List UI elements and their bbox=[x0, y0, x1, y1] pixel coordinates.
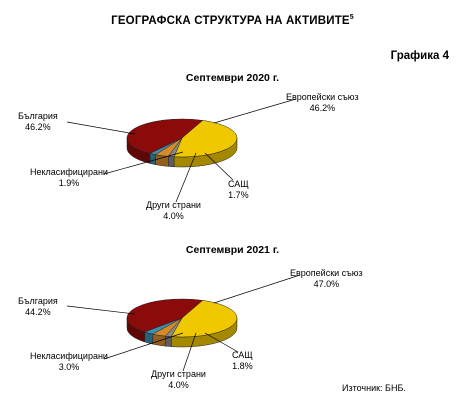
pie-2-slice-eu bbox=[170, 300, 238, 338]
pie-2-title: Септември 2021 г. bbox=[185, 244, 280, 256]
pie-2-leader-eu bbox=[213, 274, 301, 304]
pie-1-label-unclassified: Некласифицирани 1.9% bbox=[30, 167, 108, 188]
source-note: Източник: БНБ. bbox=[342, 383, 406, 393]
pie-2-label-other: Други страни 4.0% bbox=[151, 369, 206, 390]
pie-1-label-other: Други страни 4.0% bbox=[146, 200, 201, 221]
pie-1-side-usa bbox=[168, 156, 175, 168]
pie-2-label-bulgaria: България 44.2% bbox=[18, 296, 58, 317]
pie-2-leader-other bbox=[103, 332, 184, 360]
pie-1-side-unclassified bbox=[149, 153, 156, 165]
pie-2-label-eu: Европейски съюз 47.0% bbox=[290, 268, 363, 289]
pie-2-label-unclassified: Некласифицирани 3.0% bbox=[30, 351, 108, 372]
pie-1-label-bulgaria: България 46.2% bbox=[18, 111, 58, 132]
pie-1-leader-eu bbox=[213, 98, 297, 124]
pie-2-leader-bulgaria bbox=[182, 332, 197, 372]
pie-2-label-usa: САЩ 1.8% bbox=[232, 350, 253, 371]
pie-1-title: Септември 2020 г. bbox=[185, 72, 280, 84]
pie-2-leader-usa bbox=[66, 305, 136, 315]
pie-1-leader-bulgaria bbox=[175, 152, 197, 203]
chart-title: ГЕОГРАФСКА СТРУКТУРА НА АКТИВИТЕ5 bbox=[111, 14, 354, 27]
pie-1-label-usa: САЩ 1.7% bbox=[228, 179, 249, 200]
pie-1-leader-unclassified bbox=[204, 152, 234, 181]
graph-number: Графика 4 bbox=[390, 50, 449, 62]
pie-1-slice-eu bbox=[173, 120, 238, 158]
pie-1-label-eu: Европейски съюз 46.2% bbox=[286, 92, 359, 113]
pie-2-leader-unclassified bbox=[204, 332, 239, 353]
pie-1-slice-bulgaria bbox=[126, 118, 204, 154]
title-footnote: 5 bbox=[349, 14, 354, 21]
pie-1-leader-usa bbox=[66, 121, 136, 135]
pie-1-leader-other bbox=[103, 151, 184, 175]
pie-2-slice-bulgaria bbox=[126, 298, 204, 333]
